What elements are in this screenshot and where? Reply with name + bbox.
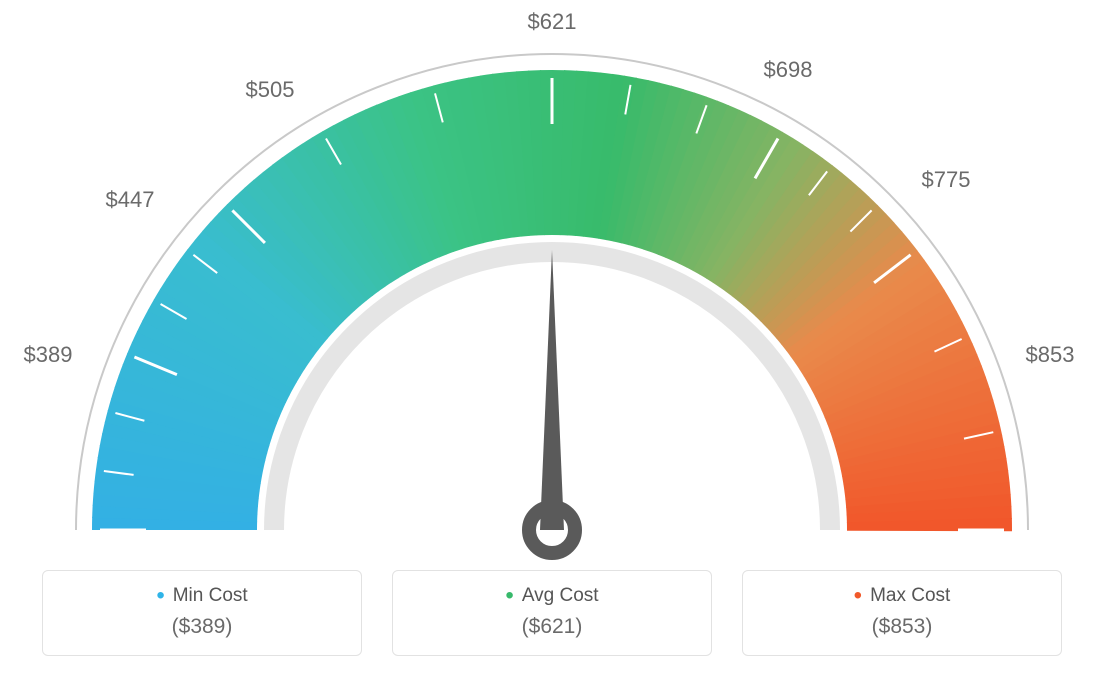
gauge-tick-label: $447 <box>106 187 155 213</box>
legend-row: Min Cost ($389) Avg Cost ($621) Max Cost… <box>0 560 1104 656</box>
gauge-tick-label: $389 <box>24 342 73 368</box>
gauge-tick-label: $698 <box>764 57 813 83</box>
legend-card-avg: Avg Cost ($621) <box>392 570 712 656</box>
legend-min-value: ($389) <box>43 615 361 639</box>
gauge-tick-label: $505 <box>246 77 295 103</box>
legend-avg-label: Avg Cost <box>393 585 711 607</box>
legend-max-label: Max Cost <box>743 585 1061 607</box>
gauge-tick-label: $621 <box>528 9 577 35</box>
legend-min-label: Min Cost <box>43 585 361 607</box>
gauge-tick-label: $853 <box>1026 342 1075 368</box>
legend-avg-value: ($621) <box>393 615 711 639</box>
cost-gauge: $389 $447 $505 $621 $698 $775 $853 <box>0 0 1104 560</box>
gauge-tick-label: $775 <box>922 167 971 193</box>
legend-card-min: Min Cost ($389) <box>42 570 362 656</box>
gauge-svg <box>0 0 1104 560</box>
legend-card-max: Max Cost ($853) <box>742 570 1062 656</box>
legend-max-value: ($853) <box>743 615 1061 639</box>
